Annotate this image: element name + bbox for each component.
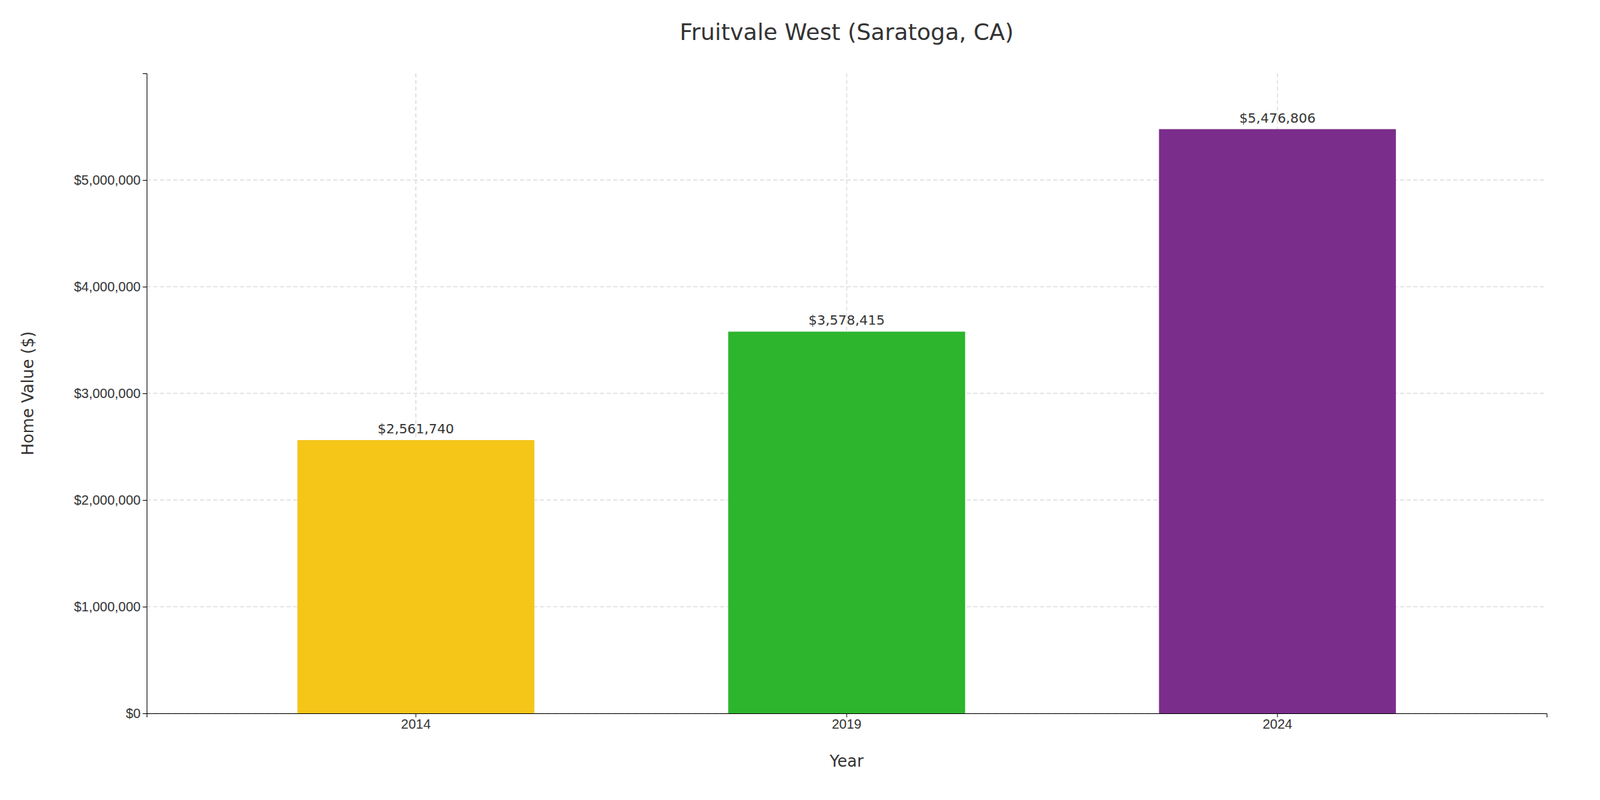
tick-mark [142, 500, 147, 501]
tick: $1,000,000 [74, 599, 147, 614]
tick-mark [142, 393, 147, 394]
axis-line [142, 74, 148, 714]
bar [297, 440, 534, 714]
x-axis-title: Year [829, 752, 864, 771]
y-axis: $0 $1,000,000 $2,000,000 $3,000,000 $4,000,0… [74, 74, 148, 721]
y-axis-title: Home Value ($) [18, 331, 38, 456]
tick: 2014 [401, 713, 432, 732]
bar [1158, 129, 1396, 714]
tick-mark [142, 713, 147, 714]
tick-mark [142, 606, 147, 608]
tick-label: $3,000,000 [74, 386, 141, 401]
tick-label: $2,000,000 [74, 492, 141, 508]
grid [146, 73, 1547, 714]
data-label: $5,476,806 [1239, 110, 1316, 126]
tick-label: 2014 [401, 716, 432, 732]
tick-label: 2019 [832, 716, 862, 732]
tick: $0 [126, 706, 147, 721]
tick: 2024 [1262, 713, 1293, 732]
title: Fruitvale West (Saratoga, CA) [680, 18, 1014, 46]
tick-label: $4,000,000 [74, 279, 141, 294]
x-axis: 2014 2019 2024 [147, 713, 1548, 732]
tick: 2019 [832, 713, 862, 732]
tick-mark [142, 286, 147, 288]
bar [728, 331, 965, 714]
data-label: $3,578,415 [808, 312, 886, 328]
tick-label: $5,000,000 [74, 172, 141, 188]
tick: $2,000,000 [74, 492, 147, 508]
chart: $2,561,740$3,578,415$5,476,8062014201920… [0, 0, 1600, 800]
tick-label: 2024 [1262, 716, 1293, 732]
tick-label: $1,000,000 [74, 599, 141, 614]
tick-label: $0 [126, 706, 141, 721]
tick-mark [142, 180, 147, 181]
tick: $4,000,000 [74, 279, 147, 294]
data-label: $2,561,740 [378, 420, 455, 437]
data-labels: $2,561,740 $3,578,415 $5,476,806 [378, 110, 1316, 437]
tick: $3,000,000 [74, 386, 147, 401]
bars [297, 129, 1396, 714]
tick: $5,000,000 [74, 172, 147, 188]
